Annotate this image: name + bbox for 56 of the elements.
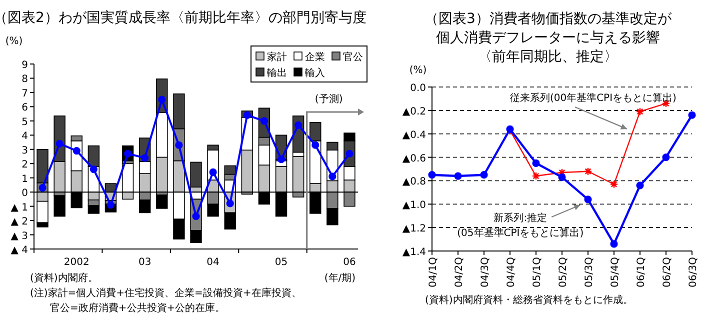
text: (資料)内閣府。 [30,272,98,284]
annotation: (予測) [314,93,343,105]
y-tick-label: ▲ 1 [10,202,28,214]
legend-label: 輸入 [305,67,325,79]
y-axis-title: (%) [5,36,23,47]
legend-label: 家計 [267,51,287,63]
x-tick-label: 04/3Q [480,256,491,288]
y-tick-label: 5 [22,116,28,128]
x-tick-label: 06 [343,257,356,268]
y-tick-label: 1 [22,174,28,185]
y-tick-label: 8 [22,74,28,86]
x-tick-label: 2002 [64,257,90,268]
x-tick-label: 04/1Q [428,256,439,288]
text: (注)家計=個人消費+住宅投資、企業=設備投資+在庫投資、 [30,287,302,299]
y-tick-label: ▲0.6 [402,153,426,164]
y-tick-label: ▲0.8 [402,176,426,188]
y-tick-label: 9 [22,60,28,71]
x-tick-label: 04/2Q [454,256,465,288]
y-tick-label: ▲ 2 [10,216,28,228]
x-tick-label: 05/2Q [558,256,569,288]
x-tick-label: 05/4Q [610,256,621,288]
x-tick-label: 05/1Q [532,256,543,288]
y-tick-label: 2 [22,160,28,171]
x-tick-label: 06/3Q [688,256,699,288]
y-tick-label: ▲1.0 [402,200,426,212]
series-label: 従来系列(00年基準CPIをもとに算出) [510,92,677,104]
x-tick-label: 05 [274,257,288,268]
y-tick-label: ▲1.4 [402,247,426,258]
legend-label: 企業 [305,51,325,63]
y-tick-label: 0 [22,188,28,200]
y-tick-label: ▲ 4 [10,245,28,256]
y-tick-label: 7 [22,88,28,100]
text: (資料)内閣府資料・総務省資料をもとに作成。 [425,294,633,306]
text: 官公=政府消費+公共投資+公的在庫。 [50,302,226,314]
y-tick-label: 4 [22,131,28,142]
y-tick-label: ▲0.2 [402,106,426,118]
x-tick-label: 05/3Q [584,256,595,288]
series-label: 新系列:推定 (05年基準CPIをもとに算出) [457,212,584,239]
legend-label: 輸出 [267,67,287,79]
y-tick-label: ▲ 3 [10,230,28,242]
y-tick-label: ▲0.4 [402,130,426,141]
x-tick-label: 06/2Q [662,256,673,288]
x-tick-label: 04 [206,257,220,268]
chart-title: （図表3）消費者物価指数の基準改定が個人消費デフレーターに与える影響 [424,11,672,46]
y-tick-label: 3 [22,145,28,156]
chart-subtitle: 〈前年同期比、推定〉 [478,49,618,65]
y-tick-label: ▲1.2 [402,224,426,235]
x-tick-label: 06/1Q [636,256,647,288]
x-tick-label: 03 [138,257,152,268]
y-tick-label: 6 [22,102,28,114]
chart-title: （図表2）わが国実質成長率〈前期比年率〉の部門別寄与度 [0,10,366,26]
x-tick-label: 04/4Q [506,256,517,288]
legend-label: 官公 [343,51,363,63]
x-axis-title: (年/期) [324,272,356,284]
y-axis-title: (%) [409,65,427,76]
y-tick-label: 0.0 [410,83,426,94]
